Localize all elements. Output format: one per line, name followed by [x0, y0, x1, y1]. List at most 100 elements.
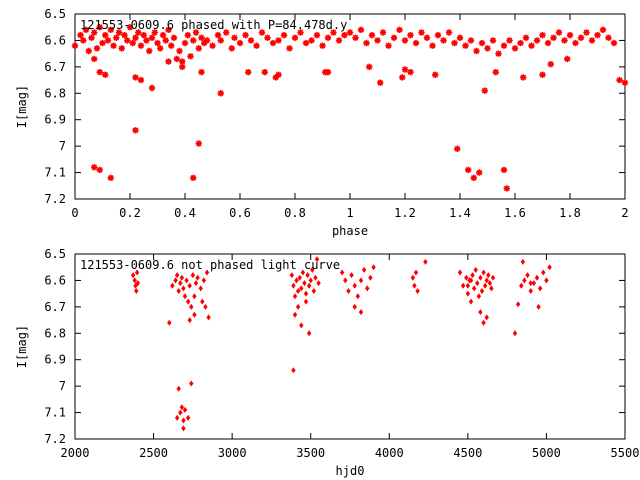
data-point — [346, 29, 354, 36]
data-point — [512, 330, 518, 337]
y-tick-label: 6.7 — [44, 300, 66, 314]
data-point — [486, 272, 491, 279]
data-point — [306, 330, 312, 337]
data-point — [132, 74, 139, 81]
data-points-unphased — [130, 256, 552, 432]
data-point — [520, 74, 527, 81]
data-point — [457, 269, 463, 276]
tick-marks-phased — [74, 13, 626, 200]
data-point — [547, 264, 552, 271]
data-point — [134, 288, 139, 294]
data-point — [184, 277, 189, 284]
data-point — [460, 282, 466, 289]
y-tick-label: 6.6 — [44, 33, 66, 47]
data-point — [429, 42, 436, 49]
data-point — [495, 50, 502, 57]
data-point — [489, 37, 497, 44]
x-axis-label-phased: phase — [332, 224, 368, 238]
x-tick-label: 1.8 — [559, 206, 581, 220]
x-tick-label: 1.6 — [504, 206, 526, 220]
y-tick-labels-phased: 6.5 6.6 6.7 6.8 6.9 7 7.1 7.2 — [44, 7, 66, 206]
data-point — [245, 68, 252, 76]
data-point — [99, 39, 106, 47]
data-point — [146, 47, 153, 55]
data-point — [305, 272, 310, 279]
data-point — [434, 31, 442, 39]
plot-frame-unphased — [74, 253, 626, 440]
data-point — [355, 293, 361, 300]
data-point — [272, 74, 279, 81]
data-point — [536, 303, 541, 310]
x-tick-label: 0 — [71, 206, 78, 220]
data-point — [192, 311, 197, 318]
x-tick-label: 1 — [346, 206, 353, 220]
x-tick-label: 2000 — [61, 446, 90, 460]
data-point — [415, 288, 420, 294]
data-point — [352, 282, 357, 289]
data-point — [487, 280, 493, 287]
data-point — [181, 39, 189, 47]
data-point — [407, 68, 414, 76]
data-point — [468, 298, 474, 305]
data-point — [313, 274, 318, 281]
data-point — [102, 71, 109, 78]
data-point — [242, 31, 249, 39]
data-point — [503, 185, 510, 192]
data-point — [339, 269, 345, 276]
data-point — [135, 29, 142, 36]
data-point — [547, 61, 554, 68]
data-point — [195, 140, 202, 147]
data-point — [330, 29, 337, 36]
data-point — [478, 39, 486, 47]
data-point — [410, 274, 416, 281]
y-tick-label: 6.8 — [44, 326, 66, 340]
data-point — [91, 29, 98, 36]
data-point — [295, 288, 301, 294]
data-point — [214, 31, 222, 39]
data-point — [269, 39, 277, 47]
data-point — [467, 37, 475, 44]
data-point — [306, 282, 312, 289]
data-point — [316, 280, 321, 287]
data-point — [303, 298, 309, 305]
data-point — [352, 303, 357, 310]
data-point — [134, 269, 140, 276]
data-point — [610, 39, 618, 47]
data-point — [195, 45, 202, 52]
data-point — [179, 58, 186, 65]
data-point — [195, 274, 200, 281]
data-point — [385, 42, 392, 49]
x-tick-label: 2 — [621, 206, 628, 220]
data-point — [539, 31, 546, 39]
data-point — [228, 45, 235, 52]
data-point — [544, 39, 552, 47]
data-point — [349, 272, 354, 279]
data-point — [313, 31, 321, 39]
data-point — [88, 34, 95, 41]
data-point — [310, 266, 315, 273]
data-point — [528, 280, 533, 287]
data-point — [473, 266, 478, 273]
data-point — [319, 42, 326, 49]
data-point — [133, 282, 138, 289]
data-point — [303, 290, 309, 297]
data-point — [324, 34, 332, 41]
data-point — [492, 68, 499, 76]
data-point — [335, 37, 343, 44]
data-point — [481, 319, 486, 326]
data-point — [588, 37, 596, 44]
y-tick-label: 7.1 — [44, 166, 66, 180]
data-point — [418, 29, 425, 36]
x-tick-label: 4500 — [453, 446, 482, 460]
data-point — [118, 45, 125, 52]
x-tick-label: 0.4 — [174, 206, 196, 220]
data-point — [465, 166, 472, 174]
data-point — [481, 269, 486, 276]
data-point — [198, 285, 203, 292]
data-point — [148, 34, 156, 41]
y-tick-label: 7.1 — [44, 406, 66, 420]
data-point — [407, 31, 414, 39]
data-point — [181, 285, 186, 292]
data-point — [206, 314, 211, 321]
data-point — [71, 42, 79, 49]
